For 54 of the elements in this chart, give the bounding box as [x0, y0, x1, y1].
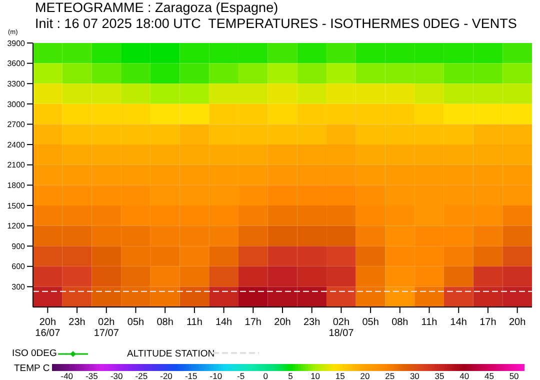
x-tick-label: 08h	[392, 317, 408, 328]
color-bar-label: 5	[288, 371, 294, 380]
color-bar-label: 40	[460, 371, 470, 380]
x-tick-label: 02h 18/07	[328, 317, 354, 339]
y-tick-label: 2700	[7, 120, 26, 130]
y-tick-label: 2400	[7, 140, 26, 150]
x-tick-label: 20h	[508, 317, 526, 328]
x-tick-label: 23h	[68, 317, 86, 328]
y-tick-label: 3000	[7, 100, 26, 109]
color-bar-label: -40	[60, 371, 74, 380]
color-bar-label: 35	[434, 371, 445, 380]
legend-label: ALTITUDE STATION	[127, 348, 215, 360]
color-bar-label: -5	[237, 371, 245, 380]
y-tick-label: 900	[12, 242, 26, 251]
color-bar-label: 30	[410, 371, 420, 380]
x-tick-label: 05h	[362, 317, 379, 328]
color-bar-label: 15	[335, 371, 346, 380]
x-tick-label: 05h	[127, 317, 144, 328]
y-tick-label: 3300	[7, 79, 26, 88]
chart-title: METEOGRAMME : Zaragoza (Espagne)	[35, 0, 278, 15]
color-bar-label: 25	[385, 371, 395, 380]
x-tick-label: 08h	[156, 317, 174, 328]
y-tick-label: 3900	[7, 38, 26, 48]
y-tick-label: 300	[12, 282, 26, 292]
color-bar-label: 50	[509, 371, 520, 380]
color-bar-label: -20	[160, 371, 173, 380]
x-tick-label: 17h	[480, 317, 496, 328]
y-tick-label: 1800	[7, 180, 26, 190]
x-tick-label: 14h	[215, 317, 232, 328]
x-tick-label: 14h	[450, 317, 467, 328]
x-tick-label: 11h	[186, 317, 202, 328]
x-tick-label: 11h	[421, 317, 438, 328]
y-tick-label: 3600	[7, 59, 26, 68]
y-tick-label: 2100	[7, 160, 26, 170]
text: ISO 0DEG	[12, 348, 57, 359]
color-bar-label: -10	[210, 371, 222, 380]
color-bar-label: 10	[310, 371, 320, 380]
x-tick-label: 23h	[304, 317, 320, 328]
y-tick-label: 1500	[7, 201, 26, 210]
y-tick-label: 600	[12, 262, 26, 272]
x-tick-label: 20h 16/07	[35, 317, 61, 339]
color-bar-label: 45	[484, 371, 494, 380]
color-bar-label: -25	[135, 371, 148, 380]
color-bar-label: -30	[110, 371, 123, 380]
x-tick-label: 20h	[274, 317, 291, 328]
color-bar-title: TEMP C	[14, 363, 50, 374]
color-bar-label: 0	[263, 371, 268, 380]
color-bar-label: 20	[360, 371, 370, 380]
color-bar-label: -15	[184, 371, 198, 380]
color-bar-label: -35	[86, 371, 98, 380]
y-tick-label: 1200	[7, 222, 26, 231]
x-tick-label: 17h	[244, 317, 262, 328]
x-tick-label: 02h 17/07	[94, 317, 120, 339]
chart-subtitle: Init : 16 07 2025 18:00 UTC TEMPERATURES - ISOTHERMES 0DEG - VENTS	[35, 16, 517, 31]
